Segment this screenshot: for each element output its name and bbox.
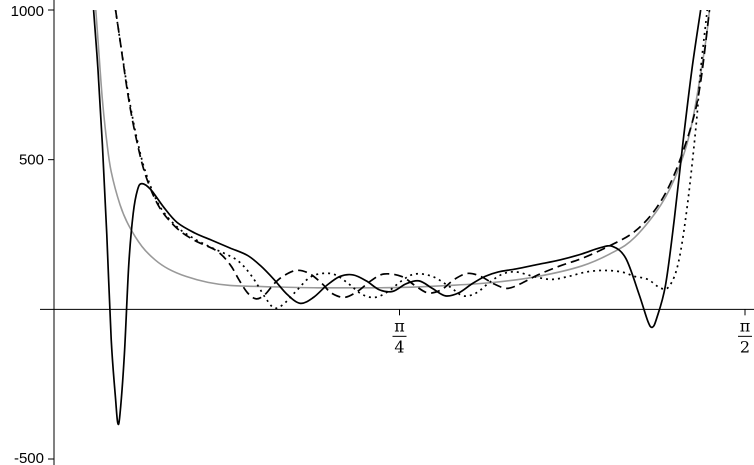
x-tick-denominator: 2 <box>740 337 750 356</box>
series-line-2 <box>114 10 711 300</box>
y-tick-label: 1000 <box>11 3 44 20</box>
curves-group <box>92 10 711 426</box>
x-tick-numerator: π <box>740 316 751 335</box>
y-tick-label: -500 <box>14 450 44 465</box>
series-line-3 <box>114 10 709 310</box>
x-tick-denominator: 4 <box>394 337 404 356</box>
series-line-4 <box>92 10 702 426</box>
labels-group: 1000 500 -500 π 4 π 2 <box>11 3 752 465</box>
series-line-1 <box>94 10 711 289</box>
axes-group <box>40 0 754 465</box>
y-tick-label: 500 <box>19 152 44 169</box>
x-tick-numerator: π <box>394 316 405 335</box>
